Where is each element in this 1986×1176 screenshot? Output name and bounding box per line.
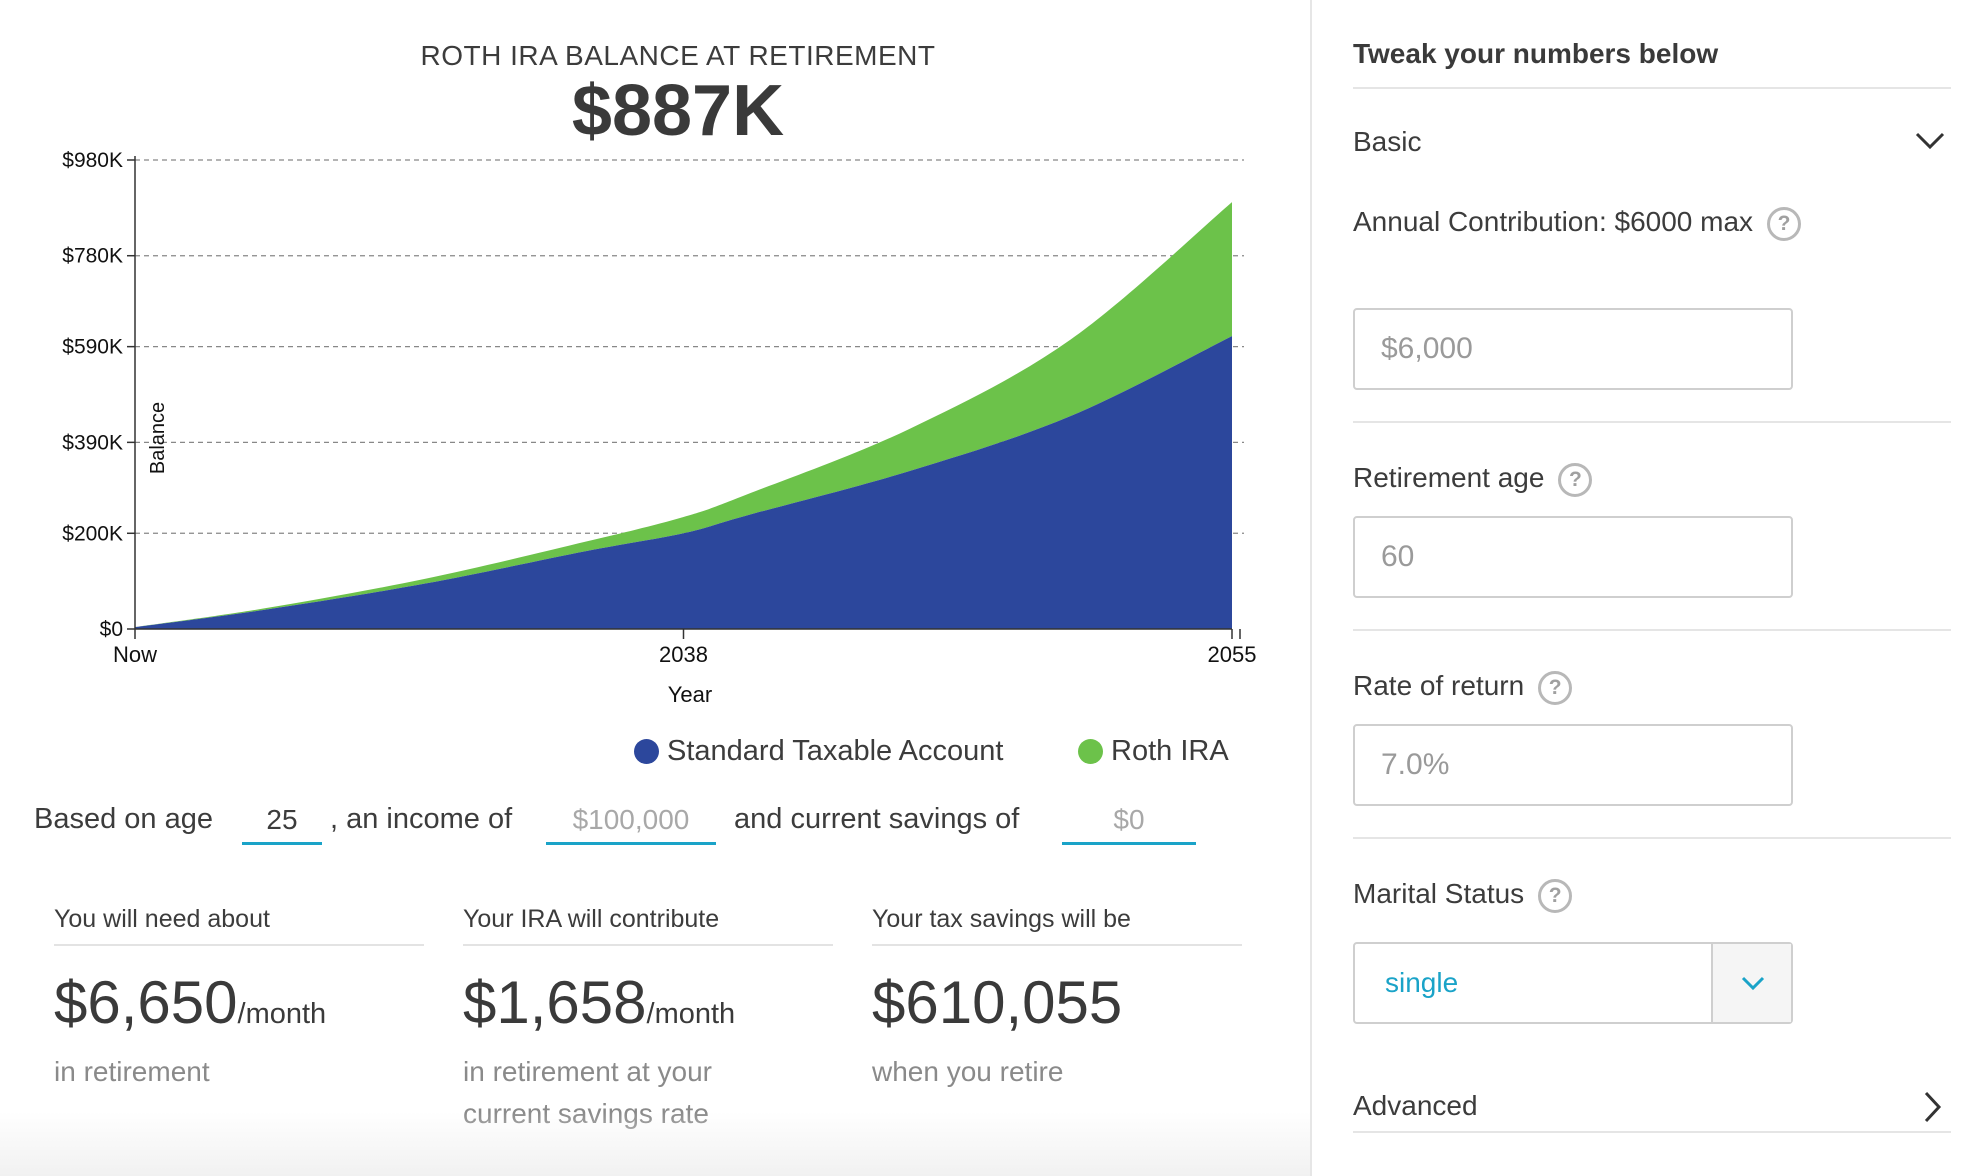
x-axis-label: Year (668, 682, 712, 707)
help-icon[interactable]: ? (1558, 462, 1593, 497)
marital-status-label-text: Marital Status (1353, 878, 1525, 909)
x-tick-label: 2055 (1208, 642, 1257, 667)
chevron-right-icon[interactable] (1922, 1090, 1944, 1124)
legend-item-taxable: Standard Taxable Account (634, 733, 1003, 769)
stat-tax-sub: when you retire (872, 1056, 1064, 1087)
sentence-savings-text: and current savings of (734, 803, 1020, 835)
y-tick-label: $590K (62, 336, 123, 359)
stat-need-unit: /month (237, 998, 327, 1030)
stat-ira-value-row: $1,658/month (463, 968, 833, 1037)
stat-ira-unit: /month (646, 998, 736, 1030)
divider-line (1353, 629, 1951, 631)
stat-ira-value: $1,658 (463, 969, 647, 1036)
divider-line (1353, 837, 1951, 839)
rate-of-return-label-text: Rate of return (1353, 670, 1525, 701)
annual-contribution-input[interactable]: $6,000 (1353, 308, 1793, 390)
retirement-balance-headline: $887K (571, 71, 785, 151)
retirement-age-label: Retirement age? (1353, 454, 1593, 502)
retirement-age-input[interactable]: 60 (1353, 516, 1793, 598)
help-icon[interactable]: ? (1767, 206, 1802, 241)
advanced-section-header[interactable]: Advanced (1353, 1090, 1478, 1121)
sentence-age-text: Based on age (34, 803, 213, 835)
legend-item-roth: Roth IRA (1078, 733, 1229, 769)
bottom-fade (0, 1112, 1310, 1176)
results-pane: ROTH IRA BALANCE AT RETIREMENT $887K $0 $… (0, 40, 1310, 1176)
stat-need-value: $6,650 (54, 969, 238, 1036)
x-axis-ticks: Now 2038 2055 (113, 629, 1256, 667)
settings-panel: Tweak your numbers below Basic Annual Co… (1312, 0, 1986, 1176)
y-tick-label: $390K (62, 431, 123, 454)
retirement-age-label-text: Retirement age (1353, 462, 1545, 493)
x-tick-label: 2038 (659, 642, 708, 667)
stat-tax-value: $610,055 (872, 969, 1123, 1036)
y-tick-label: $0 (100, 618, 123, 641)
stat-tax: Your tax savings will be $610,055 when y… (872, 905, 1242, 1093)
chart-areas (135, 202, 1232, 629)
income-input[interactable]: $100,000 (546, 795, 716, 845)
y-axis-label: Balance (147, 402, 169, 474)
y-axis-ticks: $0 $200K $390K $590K $780K $980K (62, 149, 135, 641)
assumptions-sentence: Based on age 25 , an income of $100,000 … (34, 795, 1234, 851)
select-dropdown-button[interactable] (1711, 944, 1791, 1022)
rate-of-return-input[interactable]: 7.0% (1353, 724, 1793, 806)
stat-tax-value-row: $610,055 (872, 968, 1242, 1037)
stat-need-label: You will need about (54, 905, 424, 946)
stat-tax-label: Your tax savings will be (872, 905, 1242, 946)
marital-status-label: Marital Status? (1353, 870, 1573, 918)
y-tick-label: $980K (62, 149, 123, 172)
stat-need-sub: in retirement (54, 1056, 210, 1087)
divider-line (1353, 1131, 1951, 1133)
roth-legend-label: Roth IRA (1111, 734, 1229, 767)
help-icon[interactable]: ? (1538, 878, 1573, 913)
panel-title: Tweak your numbers below (1353, 38, 1719, 69)
age-input[interactable]: 25 (242, 795, 322, 845)
chart-gridlines (135, 159, 1244, 534)
divider-line (1353, 421, 1951, 423)
divider-line (1353, 87, 1951, 89)
annual-contribution-label: Annual Contribution: $6000 max? (1353, 198, 1813, 246)
annual-contribution-label-text: Annual Contribution: $6000 max (1353, 206, 1754, 237)
balance-area-chart: $0$200K$390K$590K$780K$980K Now 2038 2055 … (62, 149, 1256, 707)
stat-need-value-row: $6,650/month (54, 968, 424, 1037)
marital-status-select[interactable]: single (1353, 942, 1793, 1024)
taxable-legend-label: Standard Taxable Account (667, 734, 1004, 767)
chevron-down-icon (1741, 976, 1765, 991)
current-savings-input[interactable]: $0 (1062, 795, 1196, 845)
chevron-down-icon[interactable] (1914, 130, 1946, 152)
stat-ira: Your IRA will contribute $1,658/month in… (463, 905, 833, 1135)
basic-section-header[interactable]: Basic (1353, 126, 1422, 157)
y-tick-label: $780K (62, 245, 123, 268)
roth-ira-area (135, 202, 1232, 628)
taxable-legend-swatch (634, 738, 659, 764)
stat-ira-label: Your IRA will contribute (463, 905, 833, 946)
y-tick-label: $200K (62, 522, 123, 545)
x-tick-label: Now (113, 642, 157, 667)
pane-divider (1310, 0, 1312, 1176)
rate-of-return-label: Rate of return? (1353, 662, 1573, 710)
chart-title: ROTH IRA BALANCE AT RETIREMENT (420, 40, 936, 71)
sentence-income-text: , an income of (330, 803, 513, 835)
taxable-account-area (135, 336, 1232, 629)
help-icon[interactable]: ? (1538, 670, 1573, 705)
roth-legend-swatch (1078, 738, 1103, 764)
stat-need: You will need about $6,650/month in reti… (54, 905, 424, 1093)
marital-status-value: single (1385, 967, 1459, 998)
